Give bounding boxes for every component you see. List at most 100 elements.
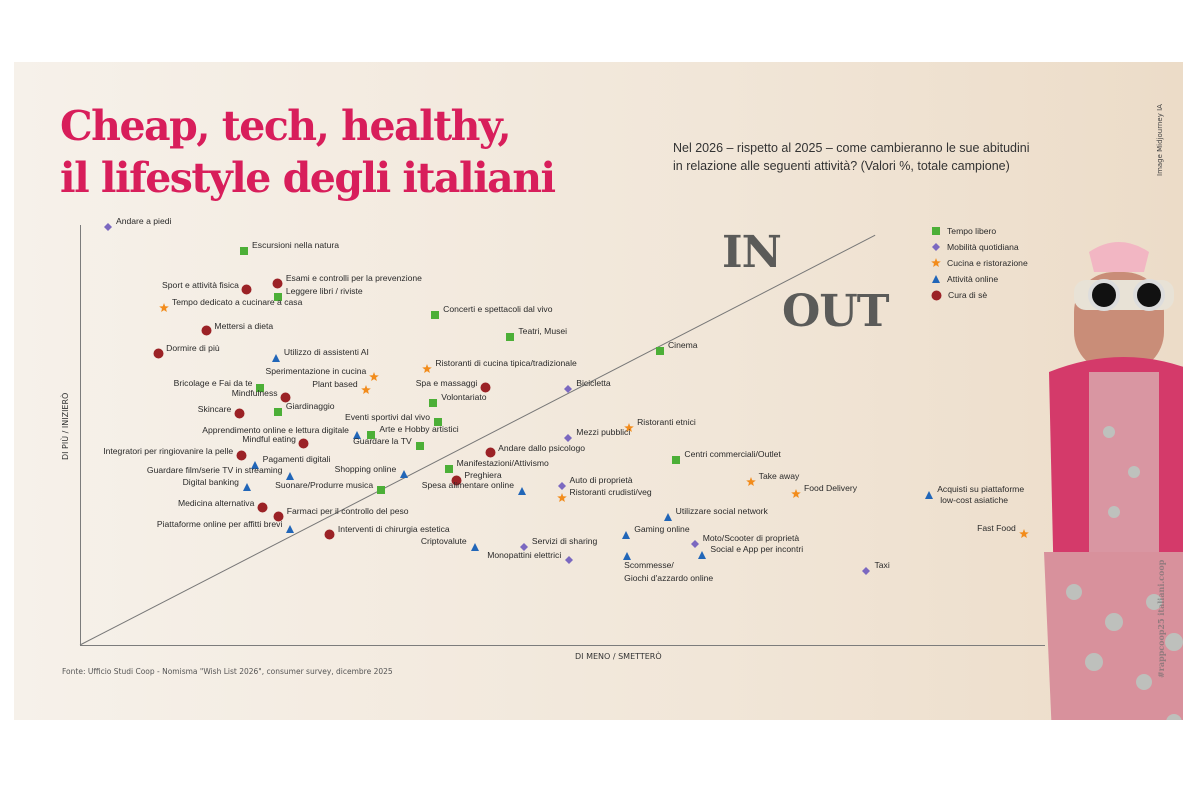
point-label: Social e App per incontri [710,543,804,554]
point-label: Utilizzo di assistenti AI [283,347,369,358]
legend-label: Mobilità quotidiana [947,242,1019,252]
point-label: Centri commerciali/Outlet [684,448,781,459]
point-label: Cinema [667,340,698,351]
legend-item-cucina: Cucina e ristorazione [931,255,1028,271]
legend-label: Cura di sè [948,290,988,300]
point-star-marker [159,298,169,317]
question-line-1: Nel 2026 – rispetto al 2025 – come cambi… [673,141,1030,155]
point-label: Bicicletta [576,377,611,388]
point-label: Guardare film/serie TV in streaming [146,465,283,476]
point-square-marker [433,412,443,431]
point-square-marker [444,459,454,478]
point-square-marker [505,327,515,346]
diagonal-line [79,234,876,646]
point-star-marker [624,418,634,437]
point-triangle-marker [250,455,260,474]
legend-item-tempo: Tempo libero [931,223,1028,239]
legend: Tempo libero Mobilità quotidiana Cucina e … [931,223,1028,303]
point-label: Andare dallo psicologo [498,442,586,453]
point-triangle-marker [285,519,295,538]
point-label: Ristoranti crudisti/veg [569,487,652,498]
diamond-icon [931,242,941,252]
point-triangle-marker [697,545,707,564]
point-square-marker [239,241,249,260]
source-note: Fonte: Ufficio Studi Coop - Nomisma "Wis… [62,667,393,676]
point-label: Spesa alimentare online [421,480,514,491]
point-label: Volontariato [441,392,487,403]
point-label: Manifestazioni/Attivismo [456,457,549,468]
point-label: Tempo dedicato a cucinare a casa [171,297,303,308]
point-circle-marker [201,321,212,340]
point-label: Interventi di chirurgia estetica [337,524,450,535]
point-circle-marker [485,443,496,462]
point-label: Plant based [312,379,358,390]
point-label: Medicina alternativa [177,498,255,509]
point-star-marker [369,367,380,386]
point-label: Bricolage e Fai da te [173,377,253,388]
title-line-2: il lifestyle degli italiani [60,154,556,202]
point-label: Preghiera [464,470,502,480]
point-triangle-marker [470,537,480,556]
point-label: Servizi di sharing [531,535,598,546]
point-triangle-marker [352,425,362,444]
chart-question: Nel 2026 – rispetto al 2025 – come cambi… [673,139,1029,175]
question-line-2: in relazione alle seguenti attività? (Va… [673,159,1010,173]
point-label: Integratori per ringiovanire la pelle [103,445,234,456]
point-circle-marker [234,404,245,423]
point-circle-marker [273,507,284,526]
point-square-marker [273,287,283,306]
point-label: Pagamenti digitali [262,454,331,465]
point-label: Ristoranti etnici [637,417,696,428]
point-square-marker [273,402,283,421]
point-circle-marker [280,388,291,407]
point-diamond-marker [103,217,113,236]
point-square-marker [255,378,265,397]
point-label: Leggere libri / riviste [285,285,363,296]
point-label: Eventi sportivi dal vivo [344,411,431,422]
point-star-marker [556,488,567,507]
point-label: Piattaforme online per affitti brevi [156,518,283,529]
legend-item-cura: Cura di sè [931,287,1028,303]
point-circle-marker [241,280,252,299]
y-axis [80,225,81,646]
circle-icon [931,290,942,301]
title-line-1: Cheap, tech, healthy, [60,102,512,150]
point-star-marker [360,380,371,399]
point-circle-marker [324,525,335,544]
point-label: Arte e Hobby artistici [379,424,459,434]
point-label: Concerti e spettacoli dal vivo [443,304,553,315]
point-triangle-marker [271,348,281,367]
triangle-icon [931,274,941,284]
point-square-marker [428,393,438,412]
point-label: Escursioni nella natura [252,239,339,250]
point-circle-marker [298,434,309,453]
point-label: Digital banking [182,476,239,487]
point-circle-marker [257,498,268,517]
point-label: Guardare la TV [353,435,412,446]
point-circle-marker [451,471,462,490]
point-label: Skincare [197,404,232,415]
point-label: Auto di proprietà [569,475,633,486]
square-icon [931,226,941,236]
point-label: Farmaci per il controllo del peso [286,506,409,517]
zone-label-in: IN [722,227,782,278]
infographic-card [14,62,1183,720]
point-diamond-marker [557,476,567,495]
point-diamond-marker [519,537,529,556]
point-label: Mezzi pubblici [576,427,631,437]
legend-label: Tempo libero [947,226,997,236]
point-label: Suonare/Produrre musica [275,479,374,490]
point-label: Teatri, Musei [518,325,568,336]
point-label: Moto/Scooter di proprietà [702,532,800,543]
point-label: Fast Food [977,523,1016,534]
point-label: Apprendimento online e lettura digitale [202,424,349,435]
point-label: Sport e attività fisica [162,280,239,291]
point-diamond-marker [861,561,871,580]
point-label: Esami e controlli per la prevenzione [285,273,422,284]
point-label: Mindful eating [242,434,296,445]
point-triangle-marker [663,507,673,526]
point-square-marker [366,425,376,444]
page-title: Cheap, tech, healthy, il lifestyle degli… [60,100,556,204]
x-axis-label: DI MENO / SMETTERÒ [575,652,662,661]
